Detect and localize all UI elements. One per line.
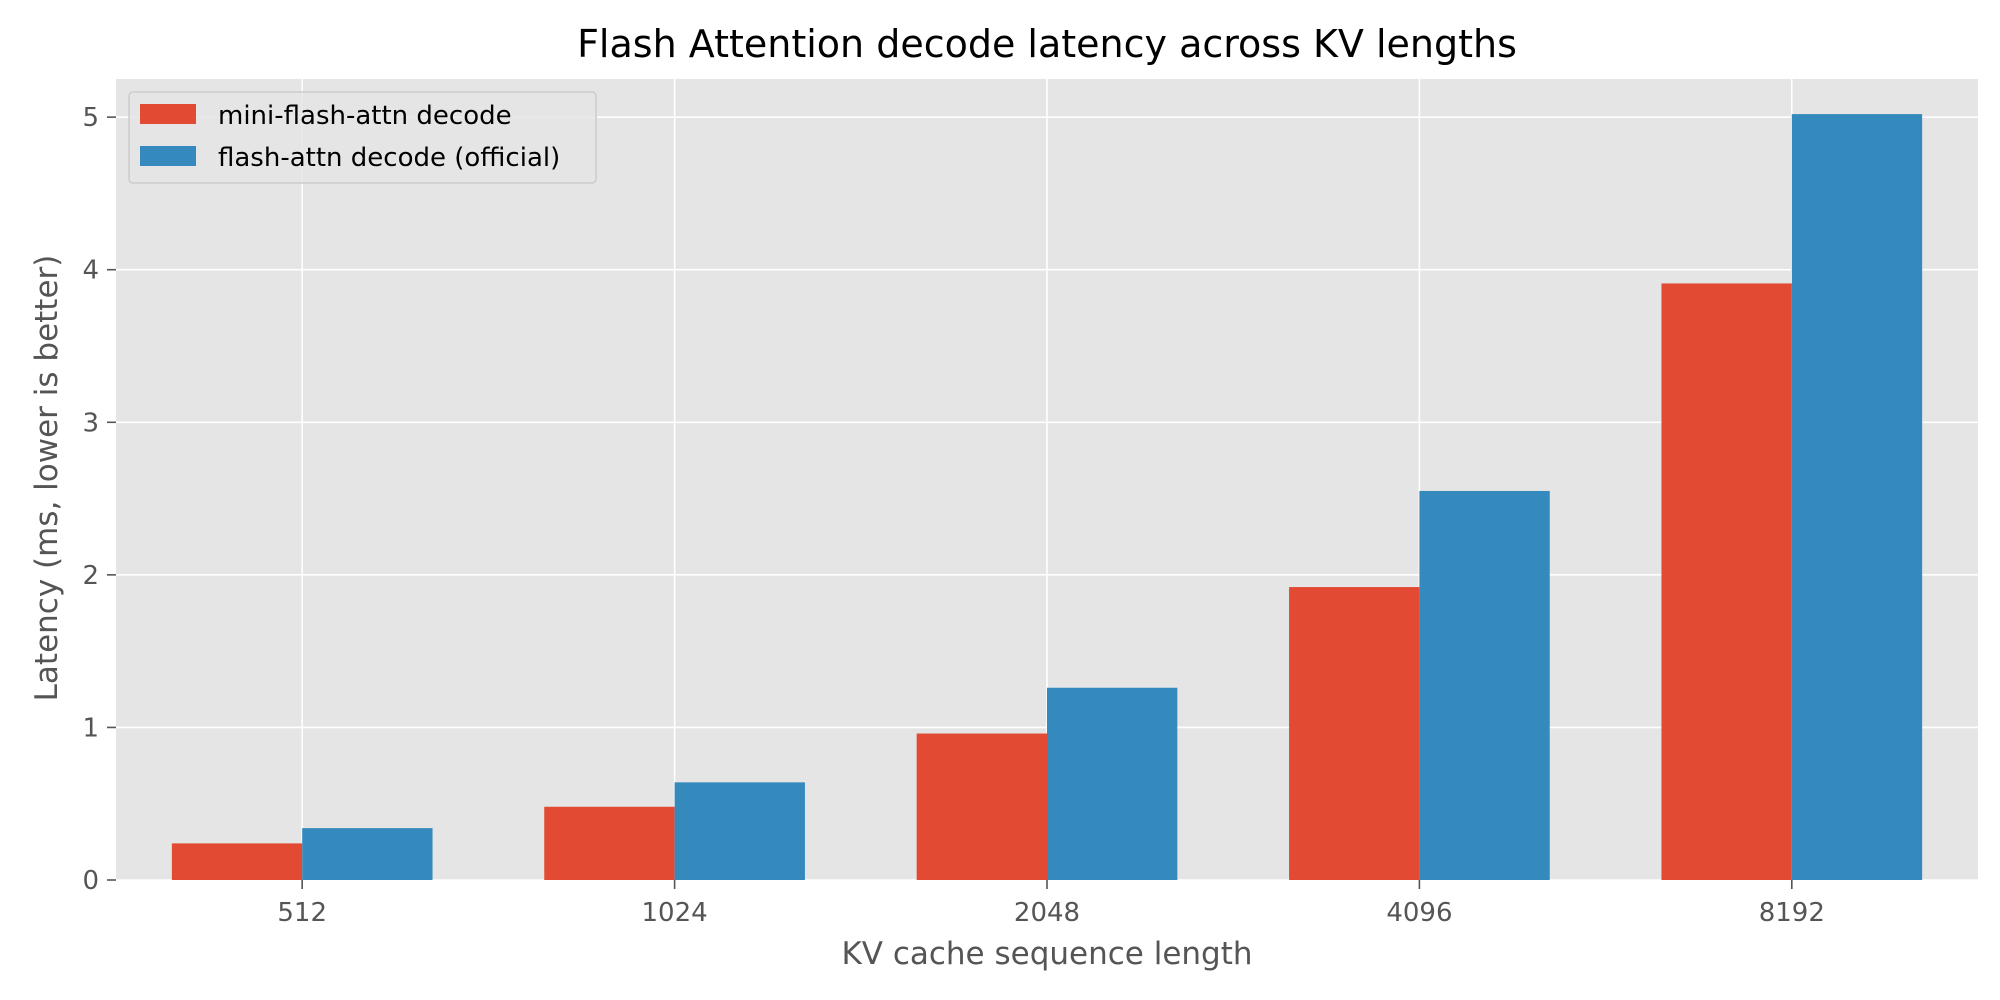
y-tick-label: 4: [82, 256, 99, 286]
legend-swatch-flash-attn-official: [140, 146, 196, 166]
x-axis-label: KV cache sequence length: [841, 936, 1252, 972]
bar-mini-flash-attn-decode-2048: [916, 733, 1047, 880]
y-tick-label: 1: [82, 713, 99, 743]
x-tick-label: 2048: [1014, 898, 1080, 928]
y-tick-label: 2: [82, 561, 99, 591]
x-tick-label: 4096: [1386, 898, 1452, 928]
chart-title: Flash Attention decode latency across KV…: [577, 22, 1517, 66]
ticks-layer: 0 1 2 3 4 5 512 1024 2048 4096 8192: [82, 103, 1824, 928]
bar-flash-attn-decode-official-4096: [1419, 490, 1550, 880]
bar-mini-flash-attn-decode-1024: [544, 806, 675, 880]
y-tick-label: 0: [82, 866, 99, 896]
bar-flash-attn-decode-official-1024: [674, 782, 805, 880]
bar-flash-attn-decode-official-8192: [1791, 114, 1923, 880]
bar-mini-flash-attn-decode-512: [171, 843, 303, 880]
legend-box: [128, 91, 597, 184]
x-tick-label: 8192: [1759, 898, 1825, 928]
legend-swatch-mini-flash-attn: [140, 104, 196, 124]
bar-mini-flash-attn-decode-4096: [1289, 587, 1420, 880]
bar-flash-attn-decode-official-512: [302, 828, 433, 880]
bar-flash-attn-decode-official-2048: [1047, 687, 1178, 880]
legend-label-mini-flash-attn: mini-flash-attn decode: [218, 101, 512, 131]
bar-mini-flash-attn-decode-8192: [1661, 283, 1792, 881]
legend: mini-flash-attn decode flash-attn decode…: [128, 91, 597, 184]
y-axis-label: Latency (ms, lower is better): [29, 255, 65, 702]
y-tick-label: 5: [82, 103, 99, 133]
legend-label-flash-attn-official: flash-attn decode (official): [218, 143, 560, 173]
x-tick-label: 512: [277, 898, 327, 928]
bars-layer: [171, 114, 1923, 881]
x-tick-label: 1024: [642, 898, 708, 928]
y-tick-label: 3: [82, 408, 99, 438]
